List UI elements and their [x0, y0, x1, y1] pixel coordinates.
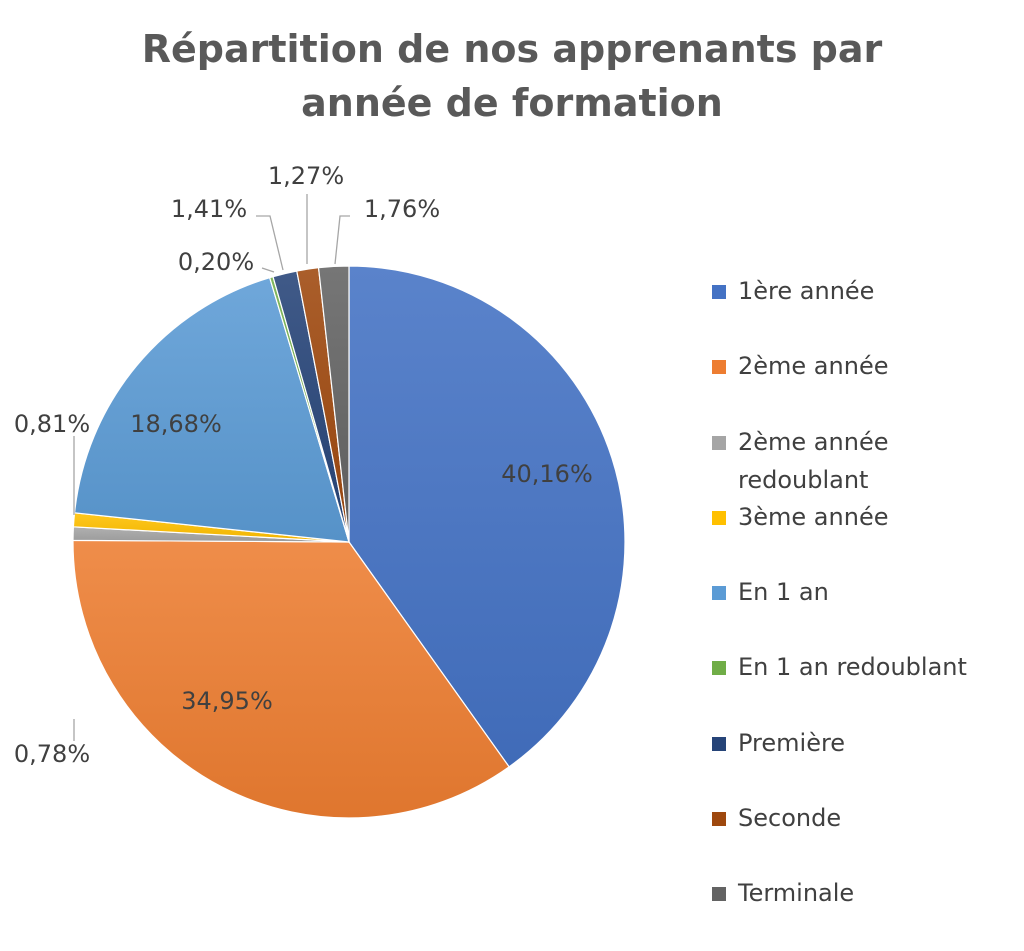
legend-item-3eme-annee: 3ème année — [712, 498, 1008, 536]
legend-label-line: Terminale — [738, 879, 855, 907]
legend-label-en-1-an-redoublant: En 1 an redoublant — [738, 648, 1008, 686]
legend-label-2eme-annee: 2ème année — [738, 347, 1008, 385]
legend-swatch-terminale — [712, 887, 726, 901]
data-label-3eme-annee: 0,81% — [14, 410, 90, 438]
legend-swatch-premiere — [712, 737, 726, 751]
legend-item-terminale: Terminale — [712, 874, 1008, 912]
data-label-en-1-an-redoublant: 0,20% — [178, 248, 254, 276]
chart-title: Répartition de nos apprenants par année … — [0, 22, 1024, 130]
pie-slice-1ere-annee — [348, 265, 626, 768]
data-labels: 40,16% 34,95% 0,78% 0,81% 18,68% 0,20% 1,41% 1,… — [14, 162, 593, 768]
legend-label-line: Première — [738, 729, 846, 757]
pie-slice-terminale — [317, 265, 350, 543]
data-label-2eme-annee-redoublant: 0,78% — [14, 740, 90, 768]
legend-swatch-3eme-annee — [712, 511, 726, 525]
legend-item-en-1-an: En 1 an — [712, 573, 1008, 611]
data-label-seconde: 1,27% — [268, 162, 344, 190]
legend-swatch-en-1-an — [712, 586, 726, 600]
chart-title-line-2: année de formation — [301, 81, 723, 125]
legend-label-line: Seconde — [738, 804, 842, 832]
legend-label-terminale: Terminale — [738, 874, 1008, 912]
legend-label-seconde: Seconde — [738, 799, 1008, 837]
legend-label-line: En 1 an redoublant — [738, 653, 967, 681]
legend-label-line: 2ème année — [738, 352, 889, 380]
legend-label-en-1-an: En 1 an — [738, 573, 1008, 611]
chart-title-line-1: Répartition de nos apprenants par — [141, 27, 883, 71]
legend-label-line: 1ère année — [738, 277, 875, 305]
legend-item-premiere: Première — [712, 724, 1008, 762]
legend-swatch-en-1-an-redoublant — [712, 661, 726, 675]
legend-label-3eme-annee: 3ème année — [738, 498, 1008, 536]
legend-item-seconde: Seconde — [712, 799, 1008, 837]
legend-swatch-1ere-annee — [712, 285, 726, 299]
pie-slice-2eme-annee — [72, 539, 510, 819]
legend-swatch-2eme-annee-redoublant — [712, 436, 726, 450]
legend-label-line: 3ème année — [738, 503, 889, 531]
legend-item-2eme-annee-redoublant: 2ème année redoublant — [712, 423, 1008, 499]
legend-item-en-1-an-redoublant: En 1 an redoublant — [712, 648, 1008, 686]
leader-line-terminale — [334, 215, 350, 265]
data-label-terminale: 1,76% — [364, 195, 440, 223]
leader-lines — [73, 194, 350, 741]
legend-swatch-2eme-annee — [712, 360, 726, 374]
legend-item-1ere-annee: 1ère année — [712, 272, 1008, 310]
legend-label-1ere-annee: 1ère année — [738, 272, 1008, 310]
pie-slice-en-1-an — [73, 276, 350, 543]
data-label-2eme-annee: 34,95% — [181, 687, 273, 715]
data-label-en-1-an: 18,68% — [130, 410, 222, 438]
legend-label-line: 2ème année — [738, 428, 889, 456]
data-label-premiere: 1,41% — [171, 195, 247, 223]
pie-slices — [72, 265, 626, 819]
legend-label-line: redoublant — [738, 466, 869, 494]
legend-label-line: En 1 an — [738, 578, 829, 606]
legend-item-2eme-annee: 2ème année — [712, 347, 1008, 385]
legend-label-premiere: Première — [738, 724, 1008, 762]
data-label-1ere-annee: 40,16% — [501, 460, 593, 488]
legend-label-2eme-annee-redoublant: 2ème année redoublant — [738, 423, 1008, 499]
leader-line-en-1-an-redoublant — [261, 267, 275, 273]
legend-swatch-seconde — [712, 812, 726, 826]
leader-line-premiere — [256, 215, 284, 271]
